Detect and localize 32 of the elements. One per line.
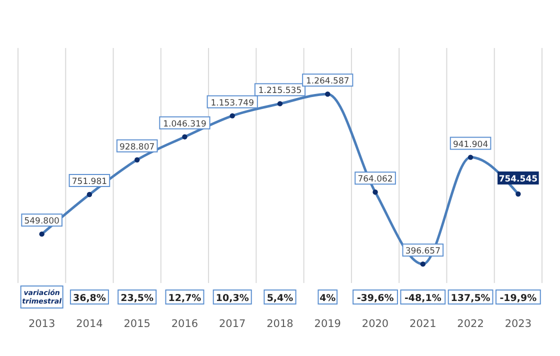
- text: 10,3%: [216, 293, 250, 304]
- data-label: 1.264.587: [306, 76, 350, 87]
- x-tick-label: 2022: [457, 318, 484, 330]
- x-tick-label: 2014: [76, 318, 104, 330]
- text: -19,9%: [500, 293, 538, 304]
- data-label: 1.215.535: [258, 86, 302, 96]
- data-label: 764.062: [358, 174, 393, 185]
- text: -39,6%: [356, 293, 394, 304]
- data-label: 754.545: [498, 174, 538, 184]
- x-tick-label: 2017: [218, 318, 246, 330]
- x-tick-label: 2020: [362, 318, 389, 330]
- data-label: 1.046.319: [163, 119, 206, 130]
- text: 5,4%: [266, 293, 294, 304]
- data-label: 941.904: [452, 140, 488, 150]
- text: 12,7%: [168, 293, 202, 304]
- text: 23,5%: [120, 293, 154, 304]
- data-label: 549.800: [24, 216, 60, 227]
- x-tick-label: 2023: [504, 318, 532, 330]
- x-tick-label: 2021: [410, 318, 436, 330]
- x-tick-label: 2013: [28, 318, 56, 330]
- text: 4%: [320, 293, 336, 304]
- text: 36,8%: [72, 293, 106, 304]
- x-tick-label: 2018: [266, 318, 294, 330]
- text: -48,1%: [404, 293, 442, 304]
- x-tick-label: 2016: [171, 318, 198, 330]
- data-label: 928.807: [120, 142, 155, 152]
- x-tick-label: 2015: [124, 318, 150, 330]
- data-label: 1.153.749: [210, 98, 254, 108]
- x-tick-label: 2019: [314, 318, 342, 330]
- text: 137,5%: [450, 293, 491, 304]
- data-label: 396.657: [405, 246, 440, 257]
- data-label: 751.981: [72, 176, 108, 187]
